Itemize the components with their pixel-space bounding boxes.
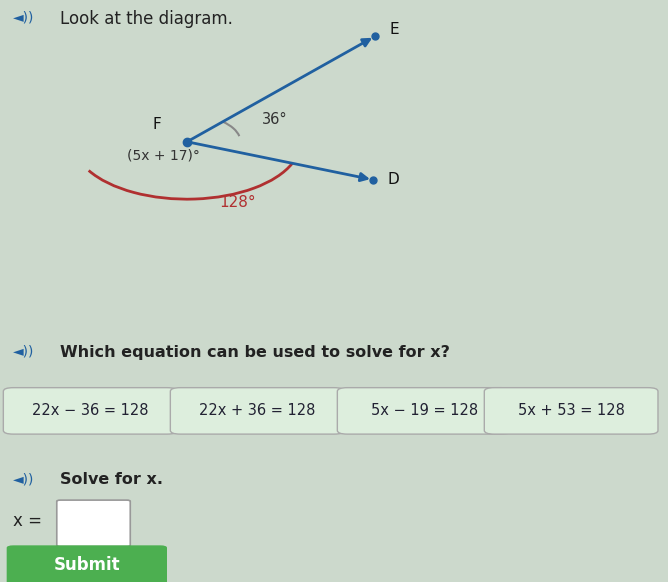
- Text: Which equation can be used to solve for x?: Which equation can be used to solve for …: [60, 345, 450, 360]
- Text: F: F: [152, 118, 162, 132]
- FancyBboxPatch shape: [337, 388, 511, 434]
- Text: 22x + 36 = 128: 22x + 36 = 128: [199, 403, 315, 418]
- Text: ◄)): ◄)): [13, 345, 35, 359]
- Text: E: E: [390, 22, 399, 37]
- Text: 22x − 36 = 128: 22x − 36 = 128: [32, 403, 148, 418]
- Text: 5x + 53 = 128: 5x + 53 = 128: [518, 403, 625, 418]
- Text: Solve for x.: Solve for x.: [60, 472, 163, 487]
- FancyBboxPatch shape: [3, 388, 177, 434]
- Text: D: D: [387, 172, 399, 187]
- FancyBboxPatch shape: [7, 545, 167, 582]
- Text: 36°: 36°: [263, 112, 288, 127]
- Text: Submit: Submit: [53, 556, 120, 574]
- FancyBboxPatch shape: [484, 388, 658, 434]
- Text: (5x + 17)°: (5x + 17)°: [127, 148, 200, 162]
- Text: 128°: 128°: [219, 195, 256, 210]
- Text: x =: x =: [13, 512, 42, 530]
- Text: 5x − 19 = 128: 5x − 19 = 128: [371, 403, 478, 418]
- Text: ◄)): ◄)): [13, 472, 35, 486]
- Text: ◄)): ◄)): [13, 10, 35, 24]
- FancyBboxPatch shape: [57, 500, 130, 546]
- FancyBboxPatch shape: [170, 388, 344, 434]
- Text: Look at the diagram.: Look at the diagram.: [60, 10, 233, 28]
